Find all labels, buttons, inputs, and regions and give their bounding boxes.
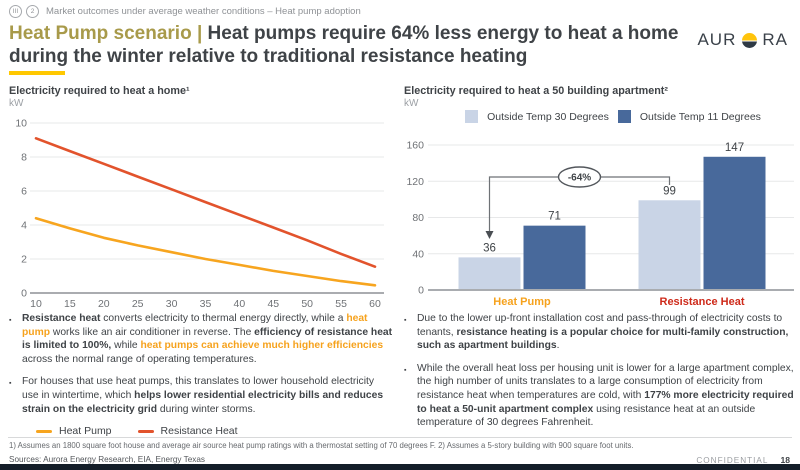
svg-text:30: 30 xyxy=(166,298,178,310)
bullet-text: Resistance heat converts electricity to … xyxy=(22,313,393,365)
bottom-accent-bar xyxy=(0,464,800,470)
svg-text:40: 40 xyxy=(234,298,246,310)
svg-text:2: 2 xyxy=(21,254,27,266)
svg-text:36: 36 xyxy=(483,242,496,254)
bullet-text: While the overall heat loss per housing … xyxy=(417,362,794,429)
svg-text:60: 60 xyxy=(369,298,381,310)
line-chart-legend: Heat Pump Resistance Heat xyxy=(36,425,238,437)
svg-text:160: 160 xyxy=(406,140,424,152)
breadcrumb-roman-badge: III xyxy=(9,5,22,18)
svg-text:99: 99 xyxy=(663,185,676,197)
line-chart: 0 2 4 6 8 10 10 15 20 25 30 35 40 45 50 55 60 xyxy=(15,118,384,310)
confidential-block: CONFIDENTIAL 18 xyxy=(696,455,790,465)
bullet-marker: ▪ xyxy=(9,380,12,388)
confidential-label: CONFIDENTIAL xyxy=(696,455,769,465)
legend-label-heat-pump: Heat Pump xyxy=(59,425,112,437)
title-highlight: Heat Pump scenario xyxy=(9,23,192,44)
svg-text:Resistance Heat: Resistance Heat xyxy=(660,296,745,308)
legend-line-swatch-resistance-heat xyxy=(137,429,154,433)
right-chart-title: Electricity required to heat a 50 buildi… xyxy=(404,85,668,97)
page-number: 18 xyxy=(780,455,790,465)
bullet-item: ▪ Due to the lower up-front installation… xyxy=(404,312,794,353)
page-title: Heat Pump scenario | Heat pumps require … xyxy=(9,23,685,69)
sources-text: Sources: Aurora Energy Research, EIA, En… xyxy=(9,455,205,464)
svg-text:25: 25 xyxy=(132,298,144,310)
bullet-item: ▪ For houses that use heat pumps, this t… xyxy=(9,375,393,416)
bullet-marker: ▪ xyxy=(404,317,407,324)
right-chart-unit: kW xyxy=(404,98,419,109)
logo-text-left: AUR xyxy=(697,30,737,49)
legend-label-temp-30: Outside Temp 30 Degrees xyxy=(487,110,609,123)
legend-label-resistance-heat: Resistance Heat xyxy=(160,425,238,437)
svg-text:8: 8 xyxy=(21,152,27,164)
svg-text:147: 147 xyxy=(725,142,744,154)
svg-text:15: 15 xyxy=(64,298,76,310)
title-underline xyxy=(9,71,65,75)
svg-text:Heat Pump: Heat Pump xyxy=(493,296,551,308)
title-separator: | xyxy=(191,23,208,44)
left-bullets: ▪ Resistance heat converts electricity t… xyxy=(9,312,393,416)
breadcrumb-number-badge: 2 xyxy=(26,5,39,18)
svg-text:20: 20 xyxy=(98,298,110,310)
svg-text:45: 45 xyxy=(267,298,279,310)
svg-text:50: 50 xyxy=(301,298,313,310)
legend-swatch-temp-11 xyxy=(617,110,631,123)
bullet-marker: ▪ xyxy=(404,366,407,374)
svg-text:71: 71 xyxy=(548,211,561,223)
svg-text:35: 35 xyxy=(200,298,212,310)
bullet-item: ▪ While the overall heat loss per housin… xyxy=(404,362,794,430)
bullet-text: For houses that use heat pumps, this tra… xyxy=(22,376,384,415)
svg-text:10: 10 xyxy=(30,298,42,310)
svg-text:-64%: -64% xyxy=(568,173,591,184)
svg-text:120: 120 xyxy=(406,176,424,188)
bullet-marker: ▪ xyxy=(9,317,12,324)
svg-text:0: 0 xyxy=(21,288,27,300)
svg-text:55: 55 xyxy=(335,298,347,310)
breadcrumb-text: Market outcomes under average weather co… xyxy=(46,6,361,17)
left-chart-unit: kW xyxy=(9,98,24,109)
bullet-item: ▪ Resistance heat converts electricity t… xyxy=(9,312,393,366)
svg-text:0: 0 xyxy=(418,285,424,297)
breadcrumb: III 2 Market outcomes under average weat… xyxy=(9,5,361,18)
footnote-divider xyxy=(8,437,792,438)
footnote: 1) Assumes an 1800 square foot house and… xyxy=(9,441,634,450)
aurora-logo: AUR RA xyxy=(697,30,788,50)
legend-line-swatch-heat-pump xyxy=(36,429,52,433)
legend-item-heat-pump: Heat Pump xyxy=(36,425,112,437)
svg-text:80: 80 xyxy=(412,212,424,224)
right-bullets: ▪ Due to the lower up-front installation… xyxy=(404,312,794,430)
sun-icon xyxy=(741,32,757,48)
svg-text:40: 40 xyxy=(412,248,424,260)
bullet-text: Due to the lower up-front installation c… xyxy=(417,313,789,352)
bar-chart-legend: Outside Temp 30 Degrees Outside Temp 11 … xyxy=(404,110,794,123)
svg-text:4: 4 xyxy=(21,220,27,232)
legend-label-temp-11: Outside Temp 11 Degrees xyxy=(639,110,761,123)
legend-item-resistance-heat: Resistance Heat xyxy=(137,425,238,437)
left-chart-title: Electricity required to heat a home¹ xyxy=(9,85,190,97)
bar-chart: 0 40 80 120 160 36 71 Heat Pump 99 147 Resistance … xyxy=(406,140,794,308)
legend-swatch-temp-30 xyxy=(465,110,479,123)
svg-text:6: 6 xyxy=(21,186,27,198)
svg-text:10: 10 xyxy=(15,118,27,130)
title-rest: Heat pumps require 64% less energy to he… xyxy=(9,23,679,67)
logo-text-right: RA xyxy=(762,30,788,49)
